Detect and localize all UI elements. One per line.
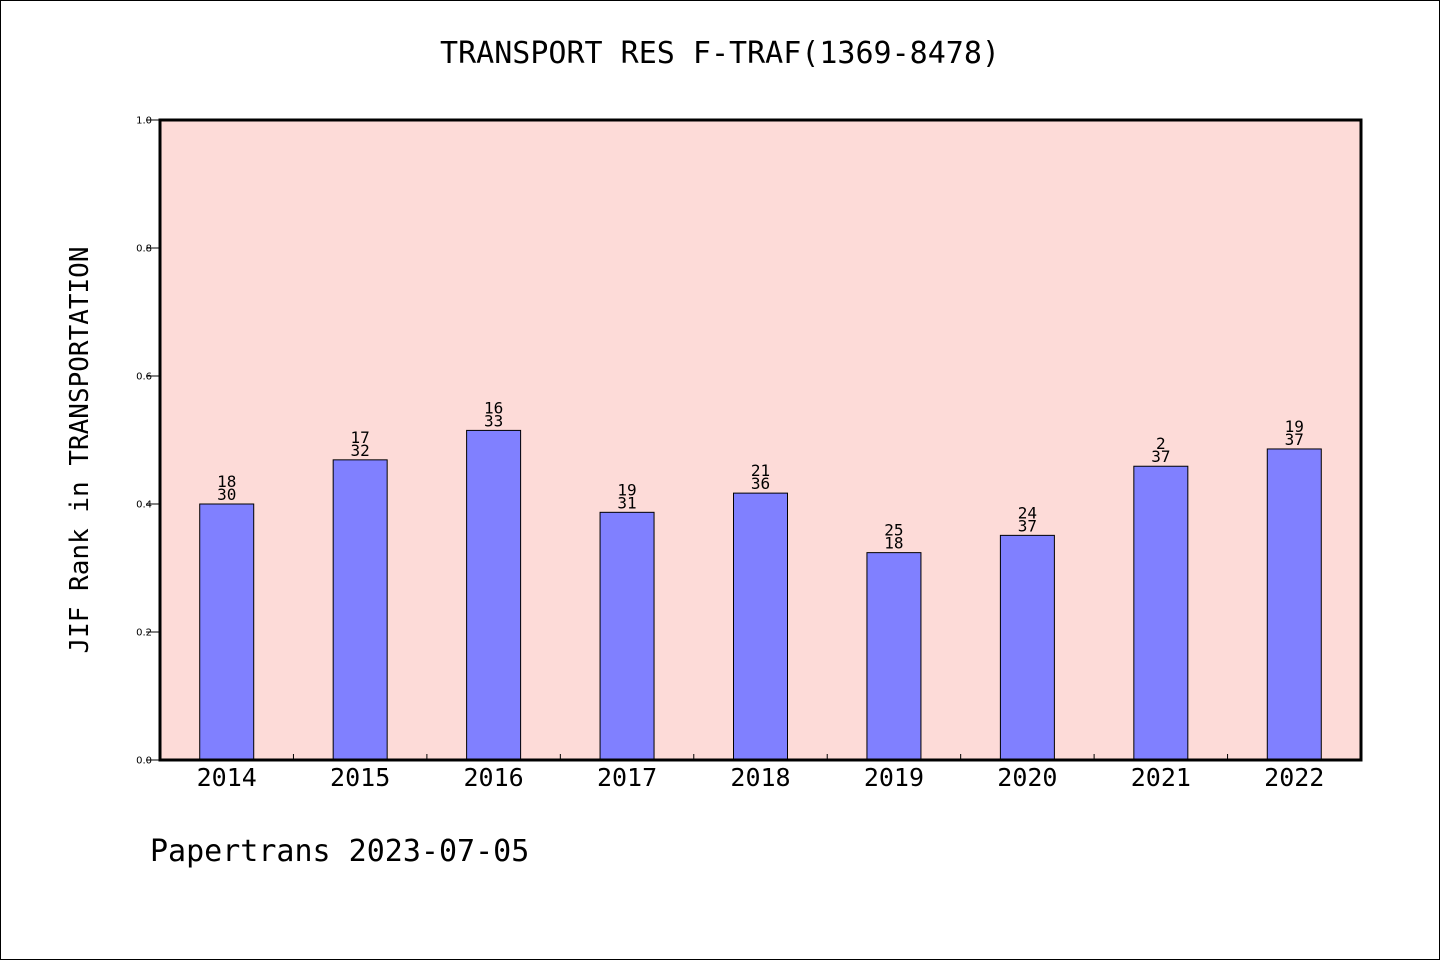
x-tick-label: 2020 <box>997 763 1057 792</box>
x-tick-label: 2015 <box>330 763 390 792</box>
y-tick-label: 0.2 <box>136 628 152 639</box>
bar-2017 <box>599 511 655 761</box>
y-tick-label: 0.8 <box>136 244 152 255</box>
bar-2022 <box>1266 448 1322 761</box>
bar-label-total: 33 <box>484 411 503 430</box>
bar-label-total: 30 <box>217 485 236 504</box>
bar-2014 <box>199 503 255 761</box>
bar-label-rank: 19 <box>617 480 636 499</box>
bar-label-total: 18 <box>884 534 903 553</box>
bar-label-total: 37 <box>1285 430 1304 449</box>
chart-title: TRANSPORT RES F-TRAF(1369-8478) <box>440 36 1000 71</box>
y-tick-label: 0.4 <box>136 500 152 511</box>
y-axis: 0.0 0.2 0.4 0.6 0.8 1.0 <box>136 116 160 767</box>
bar-label-rank: 16 <box>484 398 503 417</box>
bar-label-rank: 19 <box>1285 417 1304 436</box>
x-tick-label: 2014 <box>197 763 257 792</box>
bar-2016 <box>466 429 522 761</box>
y-tick-label: 0.0 <box>136 756 152 767</box>
x-tick-label: 2021 <box>1131 763 1191 792</box>
bar-2021 <box>1133 465 1189 761</box>
bar-label-total: 37 <box>1151 447 1170 466</box>
x-tick-label: 2017 <box>597 763 657 792</box>
x-tick-label: 2018 <box>730 763 790 792</box>
footer-credit: Papertrans 2023-07-05 <box>150 834 530 869</box>
bar-label-total: 37 <box>1018 516 1037 535</box>
bar-2015 <box>332 459 388 761</box>
x-tick-label: 2019 <box>864 763 924 792</box>
y-tick-label: 0.6 <box>136 372 152 383</box>
bar-label-rank: 21 <box>751 461 770 480</box>
bar-label-total: 36 <box>751 474 770 493</box>
bar-label-total: 31 <box>617 493 636 512</box>
bar-label-rank: 2 <box>1156 434 1166 453</box>
x-tick-label: 2022 <box>1264 763 1324 792</box>
bar-2019 <box>866 552 922 761</box>
bar-label-rank: 25 <box>884 521 903 540</box>
bar-label-rank: 24 <box>1018 503 1037 522</box>
bar-label-rank: 18 <box>217 472 236 491</box>
bar-label-rank: 17 <box>351 428 370 447</box>
y-tick-label: 1.0 <box>136 116 152 127</box>
bar-2018 <box>733 492 788 761</box>
bar-label-total: 32 <box>351 441 370 460</box>
bar-2020 <box>999 534 1055 761</box>
plot-border <box>158 118 1363 762</box>
x-axis: 2014 2015 2016 2017 2018 2019 2020 2021 2022 <box>197 754 1324 792</box>
x-tick-label: 2016 <box>464 763 524 792</box>
